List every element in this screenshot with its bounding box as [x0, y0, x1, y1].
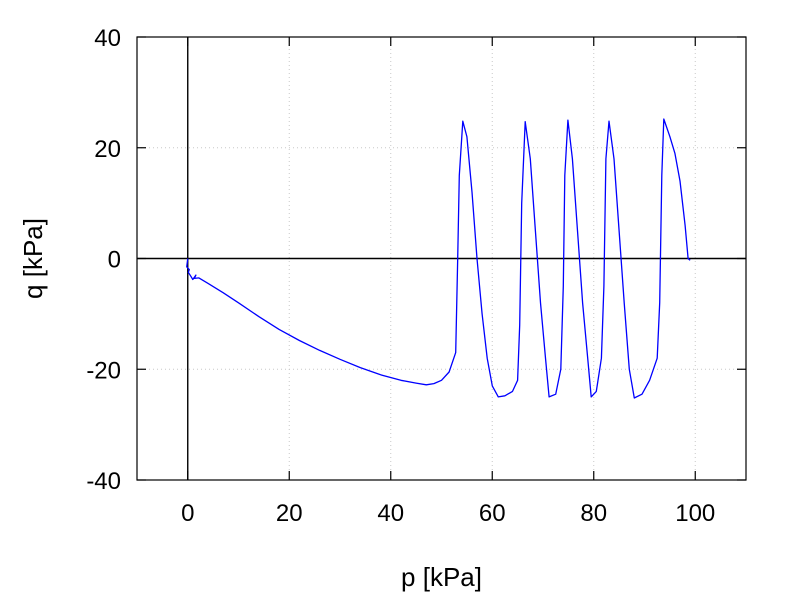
y-tick-labels: -40 -20 0 20 40 — [86, 25, 121, 495]
y-tick-label: 20 — [94, 136, 121, 163]
x-tick-label: 40 — [377, 500, 404, 527]
x-tick-label: 80 — [580, 500, 607, 527]
grid-lines — [137, 37, 746, 480]
y-tick-label: -20 — [86, 357, 121, 384]
tick-marks — [137, 36, 746, 481]
x-tick-label: 20 — [276, 500, 303, 527]
y-axis-label: q [kPa] — [18, 218, 48, 299]
series-layer — [186, 118, 691, 399]
x-tick-label: 100 — [675, 500, 715, 527]
y-tick-label: -40 — [86, 468, 121, 495]
x-axis-label: p [kPa] — [401, 562, 482, 592]
x-tick-label: 60 — [479, 500, 506, 527]
series-line — [186, 118, 691, 399]
x-tick-labels: 0 20 40 60 80 100 — [181, 500, 715, 527]
zero-lines — [137, 37, 746, 480]
y-tick-label: 40 — [94, 25, 121, 52]
y-tick-label: 0 — [108, 247, 121, 274]
x-tick-label: 0 — [181, 500, 194, 527]
